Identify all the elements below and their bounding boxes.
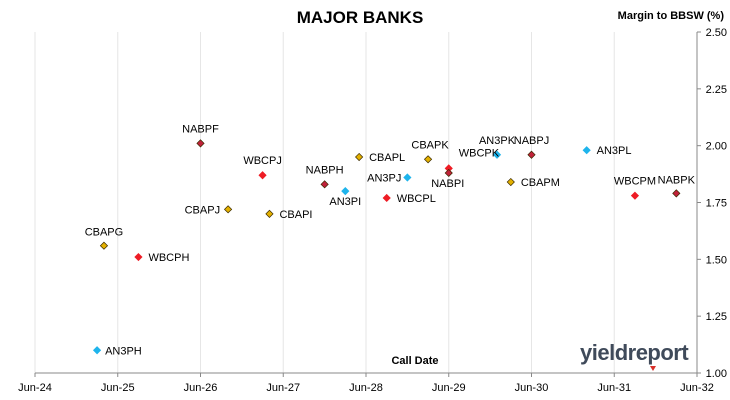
point-an3pl — [582, 146, 591, 155]
point-cbapj — [223, 205, 233, 214]
point-nabpi — [444, 168, 453, 178]
x-tick-label: Jun-24 — [18, 382, 52, 394]
point-label-cbapi: CBAPI — [279, 209, 312, 221]
grid-layer — [34, 32, 698, 373]
point-label-nabph: NABPH — [306, 164, 344, 176]
x-tick-label: Jun-29 — [432, 382, 466, 394]
point-label-an3pl: AN3PL — [597, 145, 632, 157]
x-tick-label: Jun-28 — [349, 382, 383, 394]
point-label-cbapj: CBAPJ — [185, 204, 220, 216]
point-an3pi — [341, 187, 350, 196]
point-cbapi — [265, 209, 274, 218]
point-label-nabpf: NABPF — [182, 123, 219, 135]
point-label-cbapm: CBAPM — [521, 177, 560, 189]
point-wbcpm — [630, 191, 640, 200]
logo-accent-icon — [650, 366, 656, 371]
point-label-cbapg: CBAPG — [85, 227, 124, 239]
point-cbapl — [355, 152, 364, 162]
x-tick-label: Jun-26 — [184, 382, 218, 394]
axis-layer: Jun-24 Jun-25 Jun-26 Jun-27 Jun-28 Jun-29 Jun-… — [18, 27, 727, 394]
y-tick-label: 2.00 — [706, 141, 727, 153]
yieldreport-logo: yieldreport — [580, 340, 689, 365]
point-cbapm — [506, 177, 515, 187]
point-label-an3pj: AN3PJ — [367, 172, 401, 184]
point-wbcph — [134, 252, 143, 262]
y-tick-label: 1.25 — [706, 311, 727, 323]
y-tick-label: 1.00 — [706, 368, 727, 380]
y-tick-label: 2.50 — [706, 27, 727, 39]
point-an3ph — [92, 346, 102, 355]
y-axis-title: Margin to BBSW (%) — [617, 10, 724, 22]
point-nabpj — [527, 150, 536, 159]
point-label-wbcpm: WBCPM — [614, 176, 656, 188]
point-labels-layer: AN3PH CBAPG WBCPH NABPF CBAPJ WBCPJ CBAPI NABPH… — [85, 123, 696, 357]
x-tick-label: Jun-27 — [266, 382, 300, 394]
point-nabpf — [196, 139, 205, 148]
point-label-cbapl: CBAPL — [369, 152, 405, 164]
point-label-cbapk: CBAPK — [411, 139, 449, 151]
point-label-wbcpl: WBCPL — [397, 193, 436, 205]
point-label-nabpk: NABPK — [658, 174, 696, 186]
x-tick-label: Jun-32 — [680, 382, 714, 394]
point-label-an3pi: AN3PI — [329, 196, 361, 208]
x-tick-label: Jun-30 — [515, 382, 549, 394]
point-label-an3ph: AN3PH — [105, 345, 142, 357]
point-cbapk — [423, 155, 433, 164]
chart-title: MAJOR BANKS — [296, 8, 424, 27]
point-label-nabpi: NABPI — [431, 178, 464, 190]
point-an3pj — [403, 173, 412, 182]
points-layer — [92, 139, 681, 355]
point-label-wbcpj: WBCPJ — [243, 155, 282, 167]
x-tick-label: Jun-31 — [597, 382, 631, 394]
x-tick-label: Jun-25 — [101, 382, 135, 394]
point-label-nabpj: NABPJ — [514, 135, 549, 147]
point-an3pk — [492, 150, 502, 159]
y-tick-label: 1.75 — [706, 198, 727, 210]
point-label-an3pk: AN3PK — [479, 135, 516, 147]
point-nabph — [320, 180, 329, 189]
x-axis-title: Call Date — [391, 355, 439, 367]
y-tick-label: 2.25 — [706, 84, 727, 96]
point-label-wbcph: WBCPH — [148, 252, 189, 264]
point-nabpk — [672, 189, 681, 198]
point-cbapg — [99, 241, 109, 250]
point-label-wbcpk: WBCPK — [459, 147, 500, 159]
point-wbcpl — [382, 193, 391, 203]
point-wbcpj — [258, 171, 267, 180]
y-tick-label: 1.50 — [706, 254, 727, 266]
